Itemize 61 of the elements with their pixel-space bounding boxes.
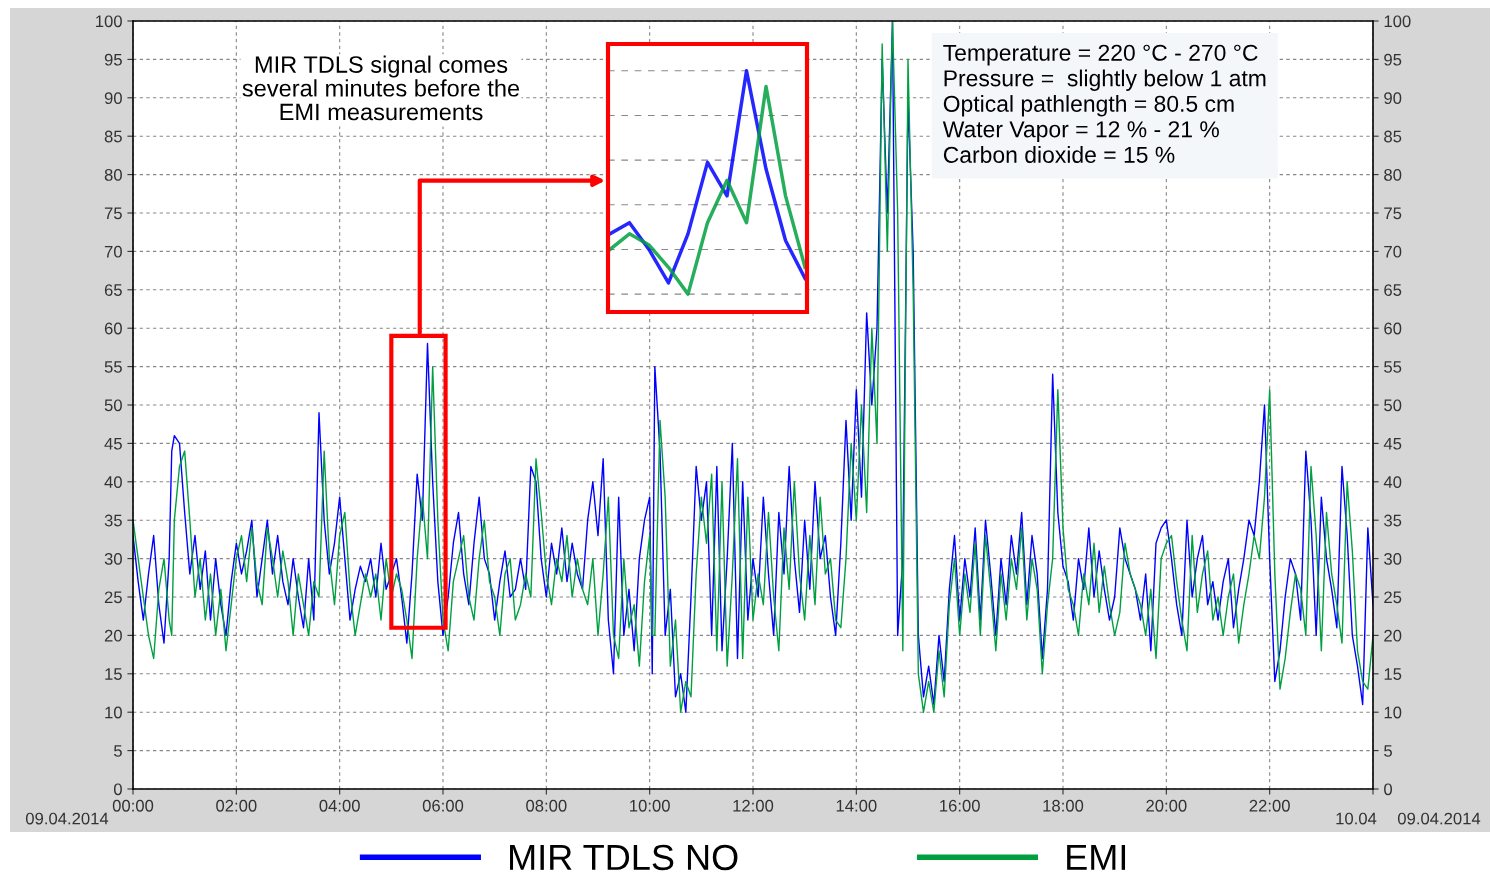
text: 10.04 [1336,812,1377,825]
y-tick-label: 10 [105,706,122,719]
y2-tick-label: 80 [1384,169,1402,181]
y2-tick-label: 85 [1384,130,1402,143]
y2-tick-label: 55 [1384,361,1402,373]
legend-label: EMI [1067,845,1126,870]
y2-tick-label: 30 [1384,553,1402,565]
y2-tick-label: 10 [1384,706,1402,719]
y2-tick-label: 65 [1384,284,1402,296]
y-tick-label: 35 [104,514,122,527]
y2-tick-label: 5 [1384,745,1392,757]
y2-tick-label: 15 [1384,668,1402,680]
x-tick-label: 16:00 [940,799,980,812]
x-tick-label: 22:00 [1249,799,1290,812]
y-tick-label: 0 [113,783,122,796]
y2-tick-label: 70 [1384,245,1402,258]
legend-label: MIR TDLS NO [510,844,738,871]
y-tick-label: 65 [104,284,122,296]
x-tick-label: 02:00 [216,799,257,812]
y2-tick-label: 40 [1383,476,1402,488]
y2-tick-label: 45 [1383,437,1402,450]
y2-tick-label: 100 [1384,15,1411,28]
y2-tick-label: 60 [1384,322,1402,335]
text: 09.04.2014 [1397,812,1481,825]
x-tick-label: 18:00 [1043,799,1084,812]
x-tick-label: 10:00 [630,799,670,812]
y2-tick-label: 35 [1384,514,1402,527]
y-tick-label: 70 [104,245,122,258]
x-tick-label: 04:00 [319,799,360,812]
y-tick-label: 25 [104,591,122,604]
y-tick-label: 15 [105,668,122,680]
y2-tick-label: 25 [1384,591,1402,604]
x-tick-label: 06:00 [422,799,464,812]
y-tick-label: 55 [104,361,122,373]
x-tick-label: 08:00 [526,799,567,812]
y2-tick-label: 50 [1384,399,1402,412]
y-tick-label: 60 [104,322,122,335]
text: 09.04.2014 [25,812,109,825]
x-tick-label: 00:00 [112,799,154,812]
y-tick-label: 40 [104,476,122,488]
y-tick-label: 100 [96,15,122,28]
y-tick-label: 80 [104,169,122,181]
y-tick-label: 5 [113,745,122,757]
y-tick-label: 30 [104,553,122,565]
annotation: MIR TDLS signal comes several minutes before the EMI measurements [242,55,520,121]
y-tick-label: 95 [104,53,122,66]
y2-tick-label: 0 [1384,783,1393,796]
y2-tick-label: 95 [1384,53,1402,66]
annotation: Temperature = 220 °C - 270 °C Pressure = slightly below 1 atm Optical pathlength = 80.5 cm Water Vapor = 12 % - 21 % Carbon dioxide = 15 % [942,44,1266,163]
y-tick-label: 90 [104,92,122,104]
y2-tick-label: 75 [1384,207,1402,220]
y2-tick-label: 90 [1384,92,1402,104]
x-tick-label: 20:00 [1146,799,1187,812]
x-tick-label: 12:00 [733,799,774,812]
y-tick-label: 85 [104,130,122,143]
y-tick-label: 20 [104,629,122,642]
y-tick-label: 75 [104,207,122,220]
x-tick-label: 14:00 [836,799,877,812]
y2-tick-label: 20 [1384,629,1402,642]
y-tick-label: 45 [104,437,122,450]
y-tick-label: 50 [104,399,122,412]
